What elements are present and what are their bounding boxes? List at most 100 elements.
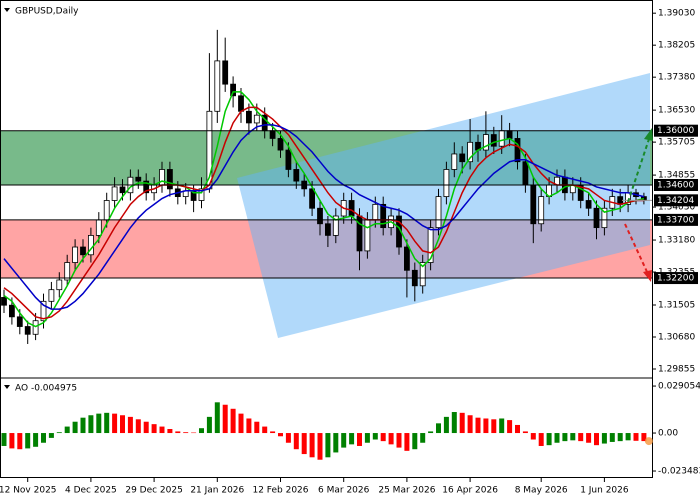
ao-bar xyxy=(617,433,623,442)
candle-body xyxy=(245,110,252,124)
main-panel xyxy=(1,29,652,344)
ao-bar xyxy=(104,412,110,434)
ao-bar xyxy=(578,433,584,442)
y-tick-label: 1.39030 xyxy=(658,9,695,19)
candle-body xyxy=(285,149,292,170)
ao-bar xyxy=(333,433,339,453)
ao-bar xyxy=(120,415,125,434)
ao-bar xyxy=(309,433,315,458)
candle-body xyxy=(522,161,529,186)
y-tick-label: 1.33180 xyxy=(658,236,695,246)
level-label: 1.33700 xyxy=(657,215,694,225)
ao-bar xyxy=(214,402,220,434)
candle-body xyxy=(309,188,316,209)
ao-bar xyxy=(586,433,592,443)
x-tick-label: 12 Feb 2026 xyxy=(252,486,308,496)
candle-body xyxy=(135,176,142,182)
ao-bar xyxy=(127,416,133,434)
ao-bar xyxy=(483,418,489,434)
candle-body xyxy=(317,207,323,225)
ao-bar xyxy=(183,432,189,434)
candle-body xyxy=(482,134,489,151)
candle-body xyxy=(372,203,379,221)
candle-body xyxy=(222,60,229,85)
moving-average xyxy=(3,91,645,328)
ao-bar xyxy=(278,433,283,437)
ao-bar xyxy=(633,433,639,441)
candle-body xyxy=(601,207,608,229)
ao-bar xyxy=(199,428,204,434)
candle-body xyxy=(56,279,63,291)
x-tick-label: 1 Jun 2026 xyxy=(580,486,629,496)
candle-body xyxy=(490,134,497,147)
ao-bar xyxy=(325,433,331,458)
ao-bar xyxy=(17,433,23,450)
y-tick-label: 1.30680 xyxy=(658,332,695,342)
candle-body xyxy=(443,169,450,198)
ao-y-tick-label: -0.023483 xyxy=(658,467,700,477)
candle-body xyxy=(253,114,260,124)
ao-bar xyxy=(396,433,402,448)
ao-bar xyxy=(641,433,647,442)
ao-title: AO -0.004975 xyxy=(15,384,77,394)
up-arrow-head xyxy=(644,128,653,141)
moving-average xyxy=(3,106,644,320)
ao-bar xyxy=(230,408,236,434)
candle-body xyxy=(111,186,118,201)
ao-bar xyxy=(562,433,568,442)
ao-bar xyxy=(420,433,426,443)
candle-body xyxy=(514,138,521,163)
candle-body xyxy=(80,246,86,256)
ao-bar xyxy=(159,426,165,434)
price-tag xyxy=(654,194,698,207)
x-tick-label: 21 Jan 2026 xyxy=(190,486,244,496)
ao-bar xyxy=(388,433,394,445)
candle-body xyxy=(32,320,39,335)
candle-body xyxy=(24,326,31,335)
ao-marker xyxy=(644,437,653,446)
y-tick-label: 1.34030 xyxy=(658,203,695,213)
candle-body xyxy=(230,83,237,97)
x-tick-label: 12 Nov 2025 xyxy=(0,486,57,496)
ao-bar xyxy=(436,423,441,434)
ao-bar xyxy=(404,433,410,451)
candle-body xyxy=(593,207,600,229)
candle-body xyxy=(214,60,221,112)
ao-bar xyxy=(538,433,544,446)
ao-bar xyxy=(625,433,631,441)
candle-body xyxy=(435,196,442,229)
candle-body xyxy=(364,219,371,252)
ao-bar xyxy=(380,433,386,442)
ao-bar xyxy=(64,426,70,434)
ao-bar xyxy=(467,415,473,434)
ao-bar xyxy=(270,431,276,434)
candle-body xyxy=(40,300,47,322)
price-label: 1.34204 xyxy=(657,196,694,206)
ao-bar xyxy=(238,413,244,434)
ao-bar xyxy=(609,433,615,442)
ao-bar xyxy=(364,433,370,443)
ao-bar xyxy=(570,433,576,441)
y-tick-label: 1.34855 xyxy=(658,171,695,181)
candle-body xyxy=(48,289,55,302)
ao-bar xyxy=(56,432,62,434)
candle-body xyxy=(467,141,474,163)
ao-bar xyxy=(285,433,291,443)
ao-bar xyxy=(9,433,15,449)
ao-y-tick-label: 0.029054 xyxy=(658,382,700,392)
ao-bar xyxy=(301,433,307,455)
ao-bar xyxy=(451,412,457,434)
candle-body xyxy=(238,95,244,112)
candle-body xyxy=(403,246,410,271)
down-arrow-head xyxy=(643,270,652,282)
ao-bar xyxy=(96,413,102,434)
candle-body xyxy=(585,200,592,209)
ao-panel xyxy=(1,402,653,460)
ao-bar xyxy=(522,431,528,434)
ao-bar xyxy=(246,418,252,434)
y-tick-label: 1.37380 xyxy=(658,73,695,83)
candle-body xyxy=(293,169,300,182)
ao-bar xyxy=(191,432,197,434)
ao-bar xyxy=(443,416,449,434)
ao-bar xyxy=(412,433,418,450)
